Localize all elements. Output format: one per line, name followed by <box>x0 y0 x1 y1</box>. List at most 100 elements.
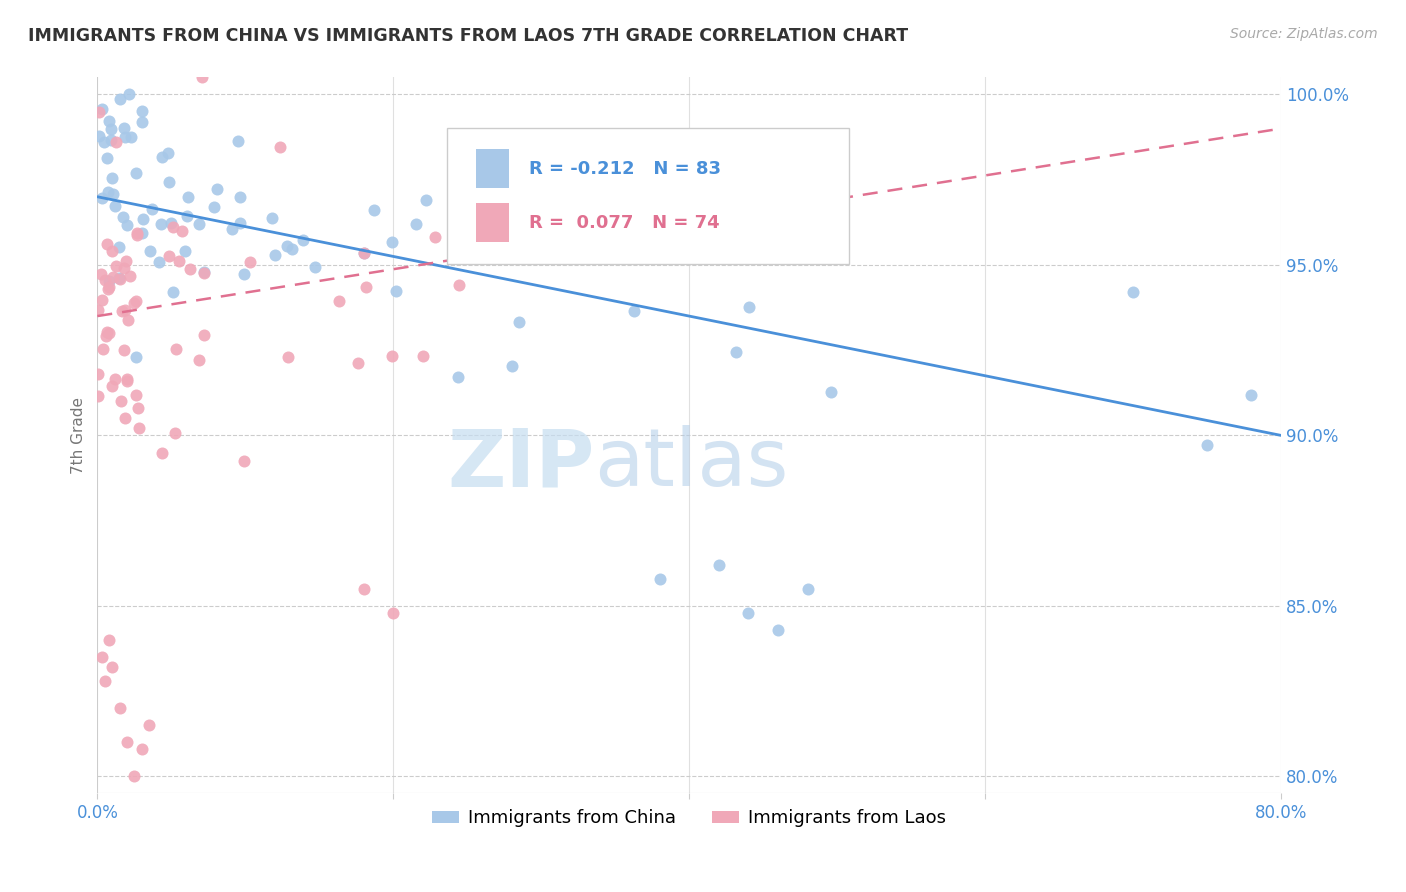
Point <box>415 193 437 207</box>
Point <box>179 262 201 277</box>
Point <box>96 151 118 165</box>
Text: Source: ZipAtlas.com: Source: ZipAtlas.com <box>1230 27 1378 41</box>
Point <box>205 182 228 196</box>
Point <box>94 673 117 688</box>
Point <box>232 454 254 468</box>
Point <box>228 216 250 230</box>
Point <box>353 245 375 260</box>
Point <box>101 269 124 284</box>
Point <box>111 211 134 225</box>
Point <box>188 353 211 368</box>
Point <box>156 146 179 161</box>
Point <box>193 266 215 280</box>
Point <box>170 223 193 237</box>
Point <box>128 421 150 435</box>
Point <box>96 237 118 252</box>
Point <box>405 217 427 231</box>
Point <box>124 769 146 783</box>
Point <box>141 202 163 217</box>
Point <box>114 411 136 425</box>
Point <box>163 426 186 441</box>
Point <box>115 735 138 749</box>
Point <box>108 701 131 715</box>
Point <box>744 216 766 230</box>
Point <box>447 370 470 384</box>
Point <box>696 205 718 219</box>
Point <box>87 367 110 381</box>
Point <box>353 246 375 260</box>
Point <box>108 92 131 106</box>
Point <box>100 122 122 136</box>
Legend: Immigrants from China, Immigrants from Laos: Immigrants from China, Immigrants from L… <box>425 802 953 834</box>
Point <box>150 446 173 460</box>
Point <box>91 103 114 117</box>
Point <box>90 650 112 665</box>
Point <box>152 150 174 164</box>
Point <box>108 240 131 254</box>
Point <box>91 293 114 307</box>
Point <box>328 294 350 309</box>
Point <box>117 313 139 327</box>
Point <box>363 202 385 217</box>
Point <box>108 270 131 285</box>
Point <box>87 389 110 403</box>
Point <box>97 282 120 296</box>
Point <box>90 267 112 281</box>
Point <box>381 349 404 363</box>
Point <box>127 226 149 240</box>
Point <box>98 326 121 341</box>
Point <box>159 216 181 230</box>
Point <box>115 254 138 268</box>
Point <box>114 129 136 144</box>
Point <box>384 284 406 298</box>
Point <box>269 140 291 154</box>
Point <box>157 249 180 263</box>
Point <box>131 742 153 756</box>
Point <box>277 350 299 364</box>
Point <box>122 296 145 310</box>
Point <box>280 242 302 256</box>
Point <box>114 302 136 317</box>
Point <box>125 166 148 180</box>
Point <box>131 226 153 240</box>
Point <box>467 220 489 235</box>
Point <box>105 135 128 149</box>
Point <box>101 171 124 186</box>
Point <box>101 187 124 202</box>
Point <box>304 260 326 274</box>
Point <box>191 70 214 85</box>
Point <box>766 623 789 637</box>
FancyBboxPatch shape <box>477 149 509 188</box>
Point <box>165 342 187 356</box>
Text: IMMIGRANTS FROM CHINA VS IMMIGRANTS FROM LAOS 7TH GRADE CORRELATION CHART: IMMIGRANTS FROM CHINA VS IMMIGRANTS FROM… <box>28 27 908 45</box>
Point <box>110 393 132 408</box>
Point <box>264 247 287 261</box>
Point <box>162 220 184 235</box>
Point <box>125 294 148 309</box>
Point <box>104 199 127 213</box>
FancyBboxPatch shape <box>477 202 509 242</box>
Point <box>93 343 115 357</box>
Point <box>111 303 134 318</box>
Point <box>115 218 138 232</box>
Text: R =  0.077   N = 74: R = 0.077 N = 74 <box>530 214 720 232</box>
Point <box>381 235 404 249</box>
Point <box>138 718 160 732</box>
Point <box>508 315 530 329</box>
Point <box>124 350 146 364</box>
Point <box>491 168 513 182</box>
Point <box>229 190 252 204</box>
Point <box>112 343 135 358</box>
Point <box>97 274 120 288</box>
Point <box>98 632 121 647</box>
Text: ZIP: ZIP <box>447 425 595 503</box>
Point <box>101 660 124 674</box>
Point <box>87 128 110 143</box>
Point <box>125 388 148 402</box>
Text: R = -0.212   N = 83: R = -0.212 N = 83 <box>530 160 721 178</box>
Point <box>501 359 523 373</box>
Point <box>449 278 471 293</box>
Point <box>150 217 173 231</box>
Point <box>131 115 153 129</box>
Point <box>100 133 122 147</box>
